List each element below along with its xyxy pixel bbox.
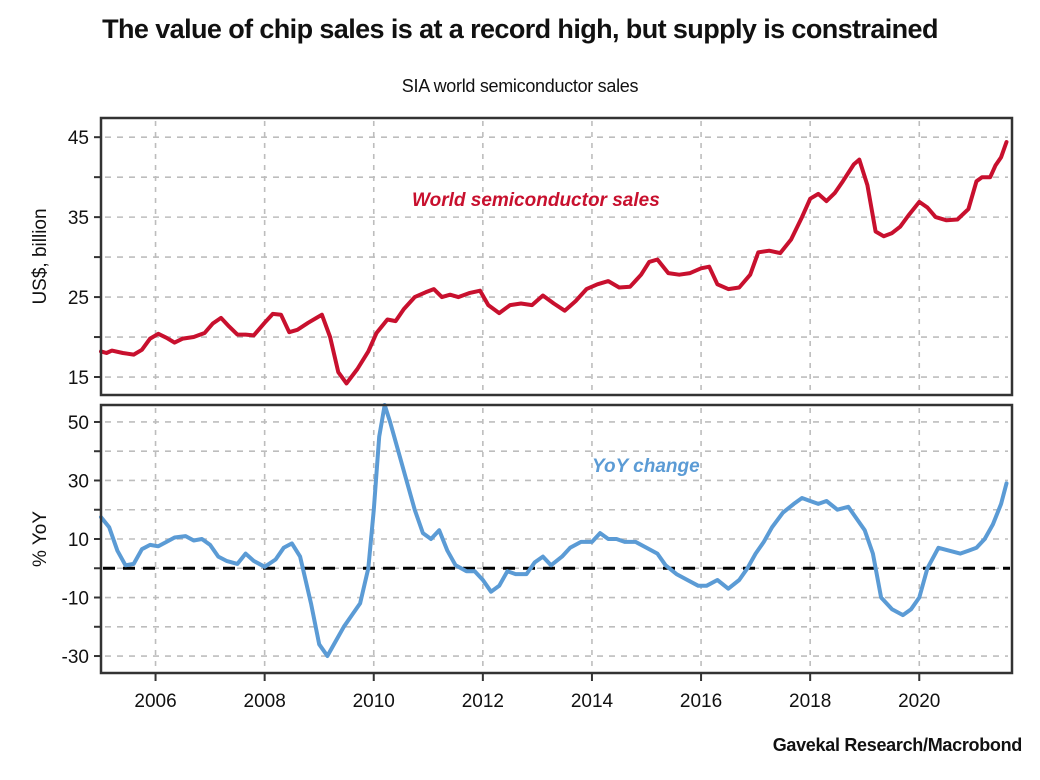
yoy-line: [99, 403, 1009, 658]
yoy-series-label: YoY change: [592, 456, 700, 477]
source-credit: Gavekal Research/Macrobond: [772, 735, 1023, 755]
x-axis-ticks: 2006 2008 2010 2012 2014 2016 2018 2020: [134, 673, 940, 712]
y-tick-label: 45: [68, 128, 89, 149]
y-tick-label: 35: [68, 208, 89, 229]
sales-line: [99, 140, 1009, 386]
x-tick-label: 2016: [680, 691, 722, 712]
y-tick-label: 30: [68, 471, 89, 492]
y-tick-label: 50: [68, 413, 89, 434]
yoy-y-ticks: 50 30 10 -10 -30: [62, 413, 101, 668]
y-tick-label: 15: [68, 368, 89, 389]
x-tick-label: 2018: [789, 691, 831, 712]
yoy-y-axis-title: % YoY: [30, 511, 51, 567]
sales-y-ticks: 15 25 35 45: [68, 128, 101, 389]
sales-series-label: World semiconductor sales: [412, 190, 660, 211]
x-tick-label: 2012: [462, 691, 504, 712]
y-tick-label: -10: [62, 589, 89, 610]
sales-panel: 15 25 35 45 US$, billion World semiconducto…: [30, 116, 1014, 397]
x-tick-label: 2014: [571, 691, 614, 712]
y-tick-label: -30: [62, 647, 89, 668]
x-tick-label: 2008: [244, 691, 286, 712]
x-tick-label: 2020: [898, 691, 940, 712]
x-tick-label: 2006: [134, 691, 176, 712]
sales-grid: [105, 121, 1008, 392]
yoy-frame: [99, 403, 1014, 675]
yoy-grid: [105, 408, 1008, 670]
sales-frame: [99, 116, 1014, 397]
y-tick-label: 10: [68, 530, 89, 551]
chart-subtitle: SIA world semiconductor sales: [401, 76, 639, 96]
sales-y-axis-title: US$, billion: [30, 208, 51, 304]
chart-title: The value of chip sales is at a record h…: [102, 14, 938, 44]
y-tick-label: 25: [68, 288, 89, 309]
x-tick-label: 2010: [353, 691, 395, 712]
